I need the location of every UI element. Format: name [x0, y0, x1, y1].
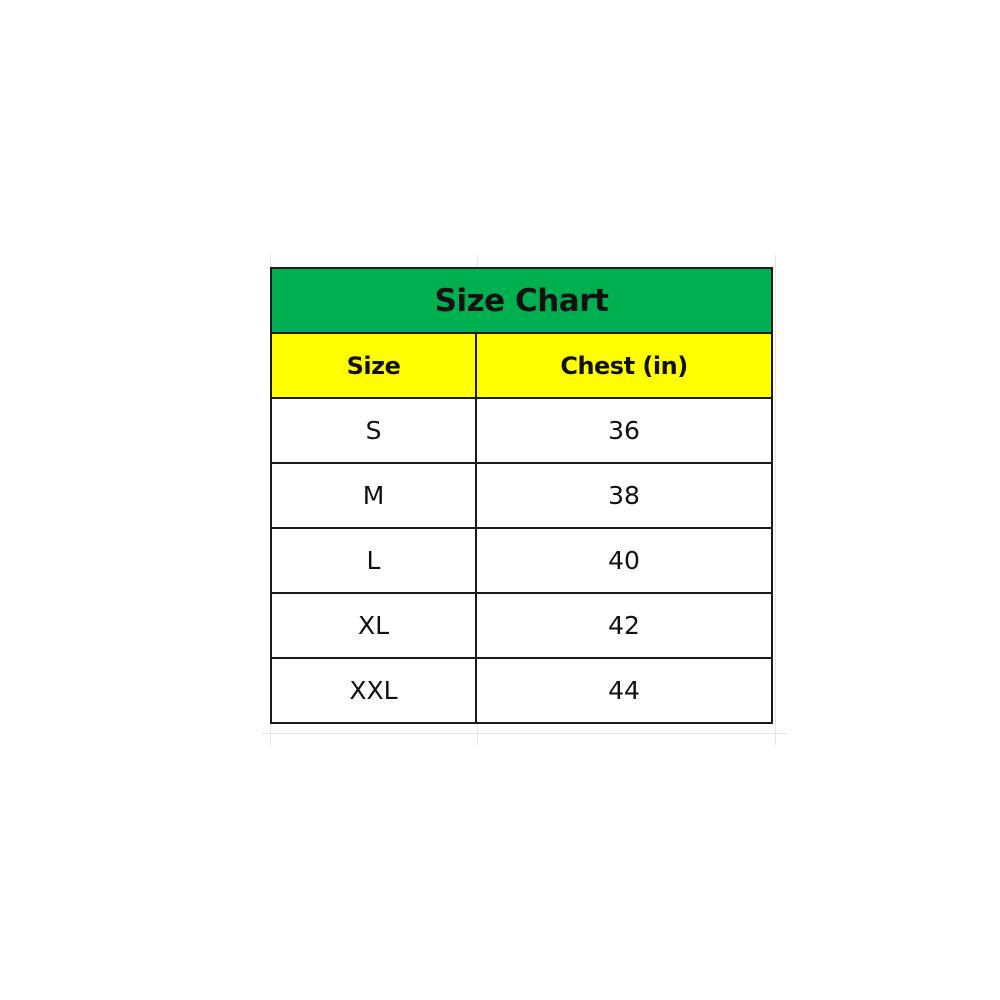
chest-cell: 38: [475, 462, 773, 529]
table-title: Size Chart: [270, 267, 773, 334]
chest-cell: 44: [475, 657, 773, 724]
table-row: S 36: [270, 397, 773, 464]
size-cell: L: [270, 527, 477, 594]
gridline: [262, 733, 787, 734]
size-cell: S: [270, 397, 477, 464]
table-row: XL 42: [270, 592, 773, 659]
gridline: [775, 255, 776, 745]
chest-cell: 40: [475, 527, 773, 594]
table-row: XXL 44: [270, 657, 773, 724]
header-size: Size: [270, 332, 477, 399]
size-cell: M: [270, 462, 477, 529]
table-row: M 38: [270, 462, 773, 529]
size-cell: XL: [270, 592, 477, 659]
size-chart-table: Size Chart Size Chest (in) S 36 M 38 L 4…: [270, 267, 773, 724]
chest-cell: 42: [475, 592, 773, 659]
size-cell: XXL: [270, 657, 477, 724]
chest-cell: 36: [475, 397, 773, 464]
header-chest: Chest (in): [475, 332, 773, 399]
table-row: L 40: [270, 527, 773, 594]
